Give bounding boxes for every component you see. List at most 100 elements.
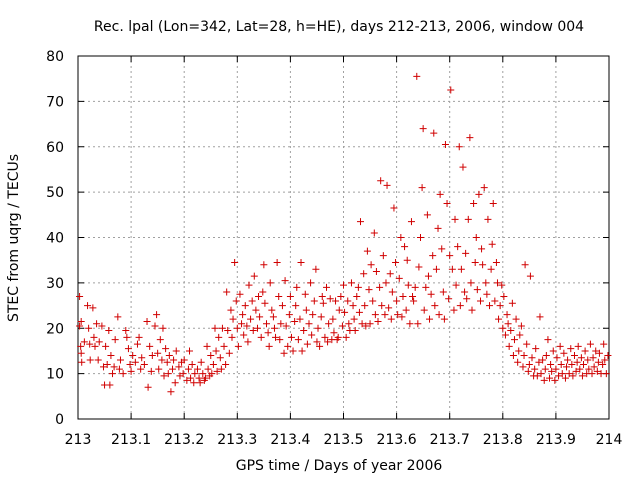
data-point (459, 163, 467, 171)
data-point (291, 317, 299, 325)
data-point (586, 340, 594, 348)
data-point (401, 243, 409, 251)
data-point (76, 292, 84, 300)
data-point (382, 279, 390, 287)
data-point (355, 308, 363, 316)
data-point (191, 370, 199, 378)
data-point (197, 358, 205, 366)
data-point (394, 311, 402, 319)
data-point (521, 261, 529, 269)
data-point (153, 311, 161, 319)
data-point (379, 252, 387, 260)
data-point (377, 177, 385, 185)
data-point (129, 351, 137, 359)
data-point (470, 199, 478, 207)
data-point (220, 342, 228, 350)
y-tick-label: 0 (55, 412, 64, 428)
data-point (332, 297, 340, 305)
data-point (501, 331, 509, 339)
data-point (454, 243, 462, 251)
data-point (212, 347, 220, 355)
data-point (491, 297, 499, 305)
data-point (517, 322, 525, 330)
data-point (482, 279, 490, 287)
data-point (584, 356, 592, 364)
data-point (239, 311, 247, 319)
data-point (209, 361, 217, 369)
data-point (563, 363, 571, 371)
data-point (516, 331, 524, 339)
data-point (137, 365, 145, 373)
data-point (378, 302, 386, 310)
data-point (505, 342, 513, 350)
data-point (386, 270, 394, 278)
data-point (95, 338, 103, 346)
y-tick-label: 10 (46, 367, 64, 383)
data-point (411, 283, 419, 291)
data-point (303, 340, 311, 348)
data-point (532, 345, 540, 353)
data-point (326, 295, 334, 303)
data-point (277, 320, 285, 328)
data-point (233, 324, 241, 332)
data-point (227, 306, 235, 314)
x-tick-label: 213.8 (483, 432, 523, 448)
data-point (457, 265, 465, 273)
data-point (447, 86, 455, 94)
data-point (525, 361, 533, 369)
data-point (390, 204, 398, 212)
data-point (547, 361, 555, 369)
data-point (439, 288, 447, 296)
data-point (285, 311, 293, 319)
data-point (580, 361, 588, 369)
data-point (416, 234, 424, 241)
data-point (558, 370, 566, 378)
data-point (461, 288, 469, 296)
data-point (144, 383, 152, 391)
x-tick-label: 214 (596, 432, 623, 448)
data-point (215, 333, 223, 341)
data-point (496, 302, 504, 310)
x-tick-label: 213.6 (377, 432, 417, 448)
data-point (116, 356, 124, 364)
grid-layer (78, 56, 609, 419)
data-point (140, 361, 148, 369)
data-point (546, 374, 554, 382)
data-point (471, 258, 479, 266)
data-point (297, 258, 305, 266)
data-point (317, 313, 325, 321)
data-point (119, 370, 127, 378)
data-point (300, 327, 308, 335)
data-point (519, 363, 527, 371)
data-point (133, 340, 141, 348)
data-point (480, 184, 488, 192)
data-point (91, 342, 99, 350)
data-point (362, 322, 370, 330)
data-point (340, 281, 347, 289)
data-point (599, 361, 607, 369)
data-point (77, 342, 85, 350)
data-point (318, 292, 326, 300)
data-point (131, 358, 139, 366)
data-point (472, 234, 480, 241)
data-point (402, 306, 410, 314)
data-point (593, 367, 601, 375)
data-point (601, 356, 609, 364)
data-point (293, 283, 301, 291)
data-points-layer (76, 72, 612, 396)
data-point (207, 351, 215, 359)
data-point (493, 279, 501, 287)
data-point (319, 299, 327, 307)
data-point (551, 376, 559, 384)
data-point (365, 286, 373, 294)
data-point (284, 342, 292, 350)
data-point (175, 363, 183, 371)
data-point (77, 317, 85, 325)
data-point (581, 347, 589, 355)
data-point (578, 372, 586, 380)
data-point (123, 333, 131, 341)
data-point (602, 370, 610, 378)
data-point (253, 324, 261, 332)
data-point (199, 370, 207, 378)
y-tick-label: 40 (46, 231, 64, 247)
